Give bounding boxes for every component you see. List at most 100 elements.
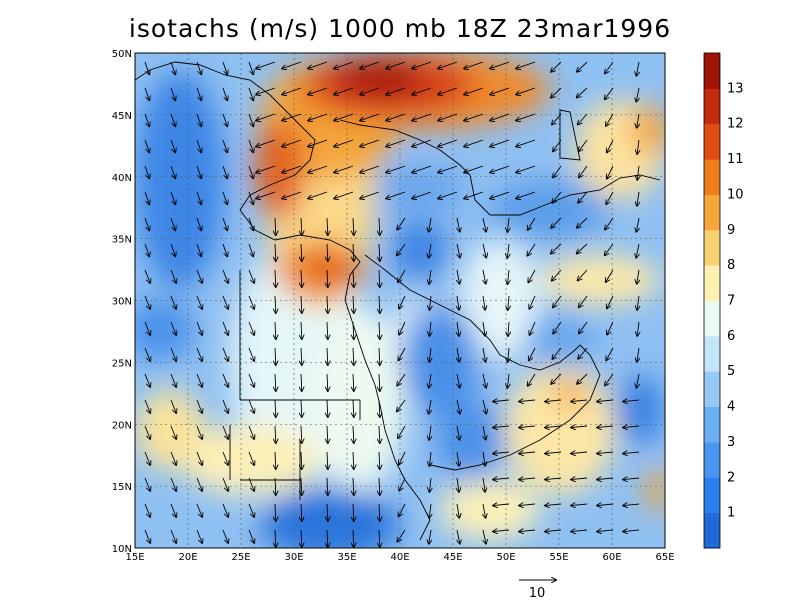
wind-vector: [334, 61, 354, 69]
wind-vector: [379, 269, 380, 287]
wind-vector: [551, 217, 562, 228]
wind-vector: [248, 243, 253, 256]
field-patch: [180, 425, 320, 495]
wind-vector: [438, 191, 458, 199]
wind-vector: [144, 191, 149, 204]
wind-vector: [508, 347, 509, 362]
wind-vector: [457, 477, 459, 492]
wind-vector: [144, 87, 149, 100]
wind-vector: [483, 217, 486, 232]
wind-vector: [579, 165, 588, 177]
wind-vector: [248, 347, 254, 361]
wind-vector: [578, 113, 588, 125]
wind-vector: [196, 425, 202, 439]
wind-vector: [196, 165, 201, 178]
wind-vector: [464, 139, 484, 147]
wind-vector: [282, 139, 302, 147]
wind-vector: [379, 425, 380, 443]
wind-vector: [327, 529, 328, 547]
wind-vector: [327, 243, 328, 261]
wind-vector: [301, 399, 302, 417]
wind-vector: [438, 165, 458, 173]
wind-vector: [170, 113, 175, 126]
wind-vector: [545, 530, 562, 532]
lon-tick-label: 60E: [602, 552, 621, 563]
wind-vector: [275, 217, 276, 235]
wind-vector: [222, 451, 228, 465]
wind-vector: [353, 477, 354, 495]
lon-tick-label: 50E: [496, 552, 515, 563]
wind-vector: [605, 61, 614, 74]
colorbar-swatch: [704, 477, 720, 514]
wind-vector: [334, 87, 354, 95]
wind-vector: [170, 295, 176, 309]
wind-vector: [353, 269, 354, 287]
wind-vector: [508, 269, 509, 284]
gridlines: [135, 53, 665, 548]
wind-vector: [637, 295, 639, 310]
wind-vector: [196, 399, 202, 413]
wind-vector: [516, 113, 536, 121]
field-patch: [135, 70, 225, 290]
wind-vector: [327, 295, 328, 313]
wind-vector: [623, 400, 640, 402]
wind-vector: [483, 295, 485, 310]
wind-vector: [282, 113, 302, 121]
wind-vector: [597, 426, 614, 428]
wind-vector: [493, 400, 510, 402]
wind-vector: [248, 113, 253, 126]
wind-vector: [308, 165, 328, 173]
wind-vector: [577, 243, 588, 254]
wind-vector: [327, 425, 328, 443]
field-patch: [630, 105, 665, 155]
wind-vector: [545, 478, 562, 480]
wind-vector: [170, 399, 176, 413]
wind-vectors: [144, 61, 640, 547]
wind-vector: [493, 530, 510, 532]
wind-vector: [607, 321, 614, 335]
wind-vector: [222, 61, 227, 74]
wind-vector: [282, 191, 302, 199]
wind-vector: [327, 321, 328, 339]
wind-vector: [607, 295, 614, 309]
wind-vector: [144, 243, 149, 256]
wind-vector: [360, 61, 380, 69]
wind-vector: [412, 139, 432, 147]
wind-vector: [507, 243, 509, 258]
wind-vector: [275, 477, 276, 495]
wind-vector: [551, 87, 562, 98]
wind-vector: [412, 87, 432, 95]
wind-vector: [248, 451, 254, 465]
field-patch: [308, 254, 352, 282]
wind-vector: [327, 269, 328, 287]
wind-vector: [256, 61, 276, 69]
wind-vector: [636, 243, 639, 258]
wind-vector: [248, 399, 254, 413]
wind-vector: [623, 452, 640, 454]
wind-vector: [360, 191, 380, 199]
coastline: [364, 254, 601, 471]
wind-vector: [490, 61, 510, 69]
wind-vector: [275, 347, 276, 365]
wind-vector: [519, 478, 536, 480]
lat-tick-label: 20N: [112, 420, 132, 431]
wind-vector: [636, 217, 639, 232]
wind-vector: [170, 477, 176, 491]
wind-vector: [398, 269, 406, 282]
wind-vector: [308, 139, 328, 147]
wind-vector: [483, 529, 486, 544]
wind-vector: [301, 295, 302, 313]
wind-vector: [144, 269, 150, 283]
wind-vector: [490, 191, 510, 199]
wind-vector: [196, 191, 201, 204]
wind-vector: [551, 373, 562, 384]
wind-vector: [170, 165, 175, 178]
wind-vector: [144, 529, 150, 543]
lat-tick-label: 35N: [112, 235, 132, 246]
wind-vector: [605, 217, 614, 230]
wind-vector: [144, 139, 149, 152]
wind-vector: [519, 530, 536, 532]
wind-vector: [398, 425, 406, 438]
wind-vector: [578, 269, 588, 280]
